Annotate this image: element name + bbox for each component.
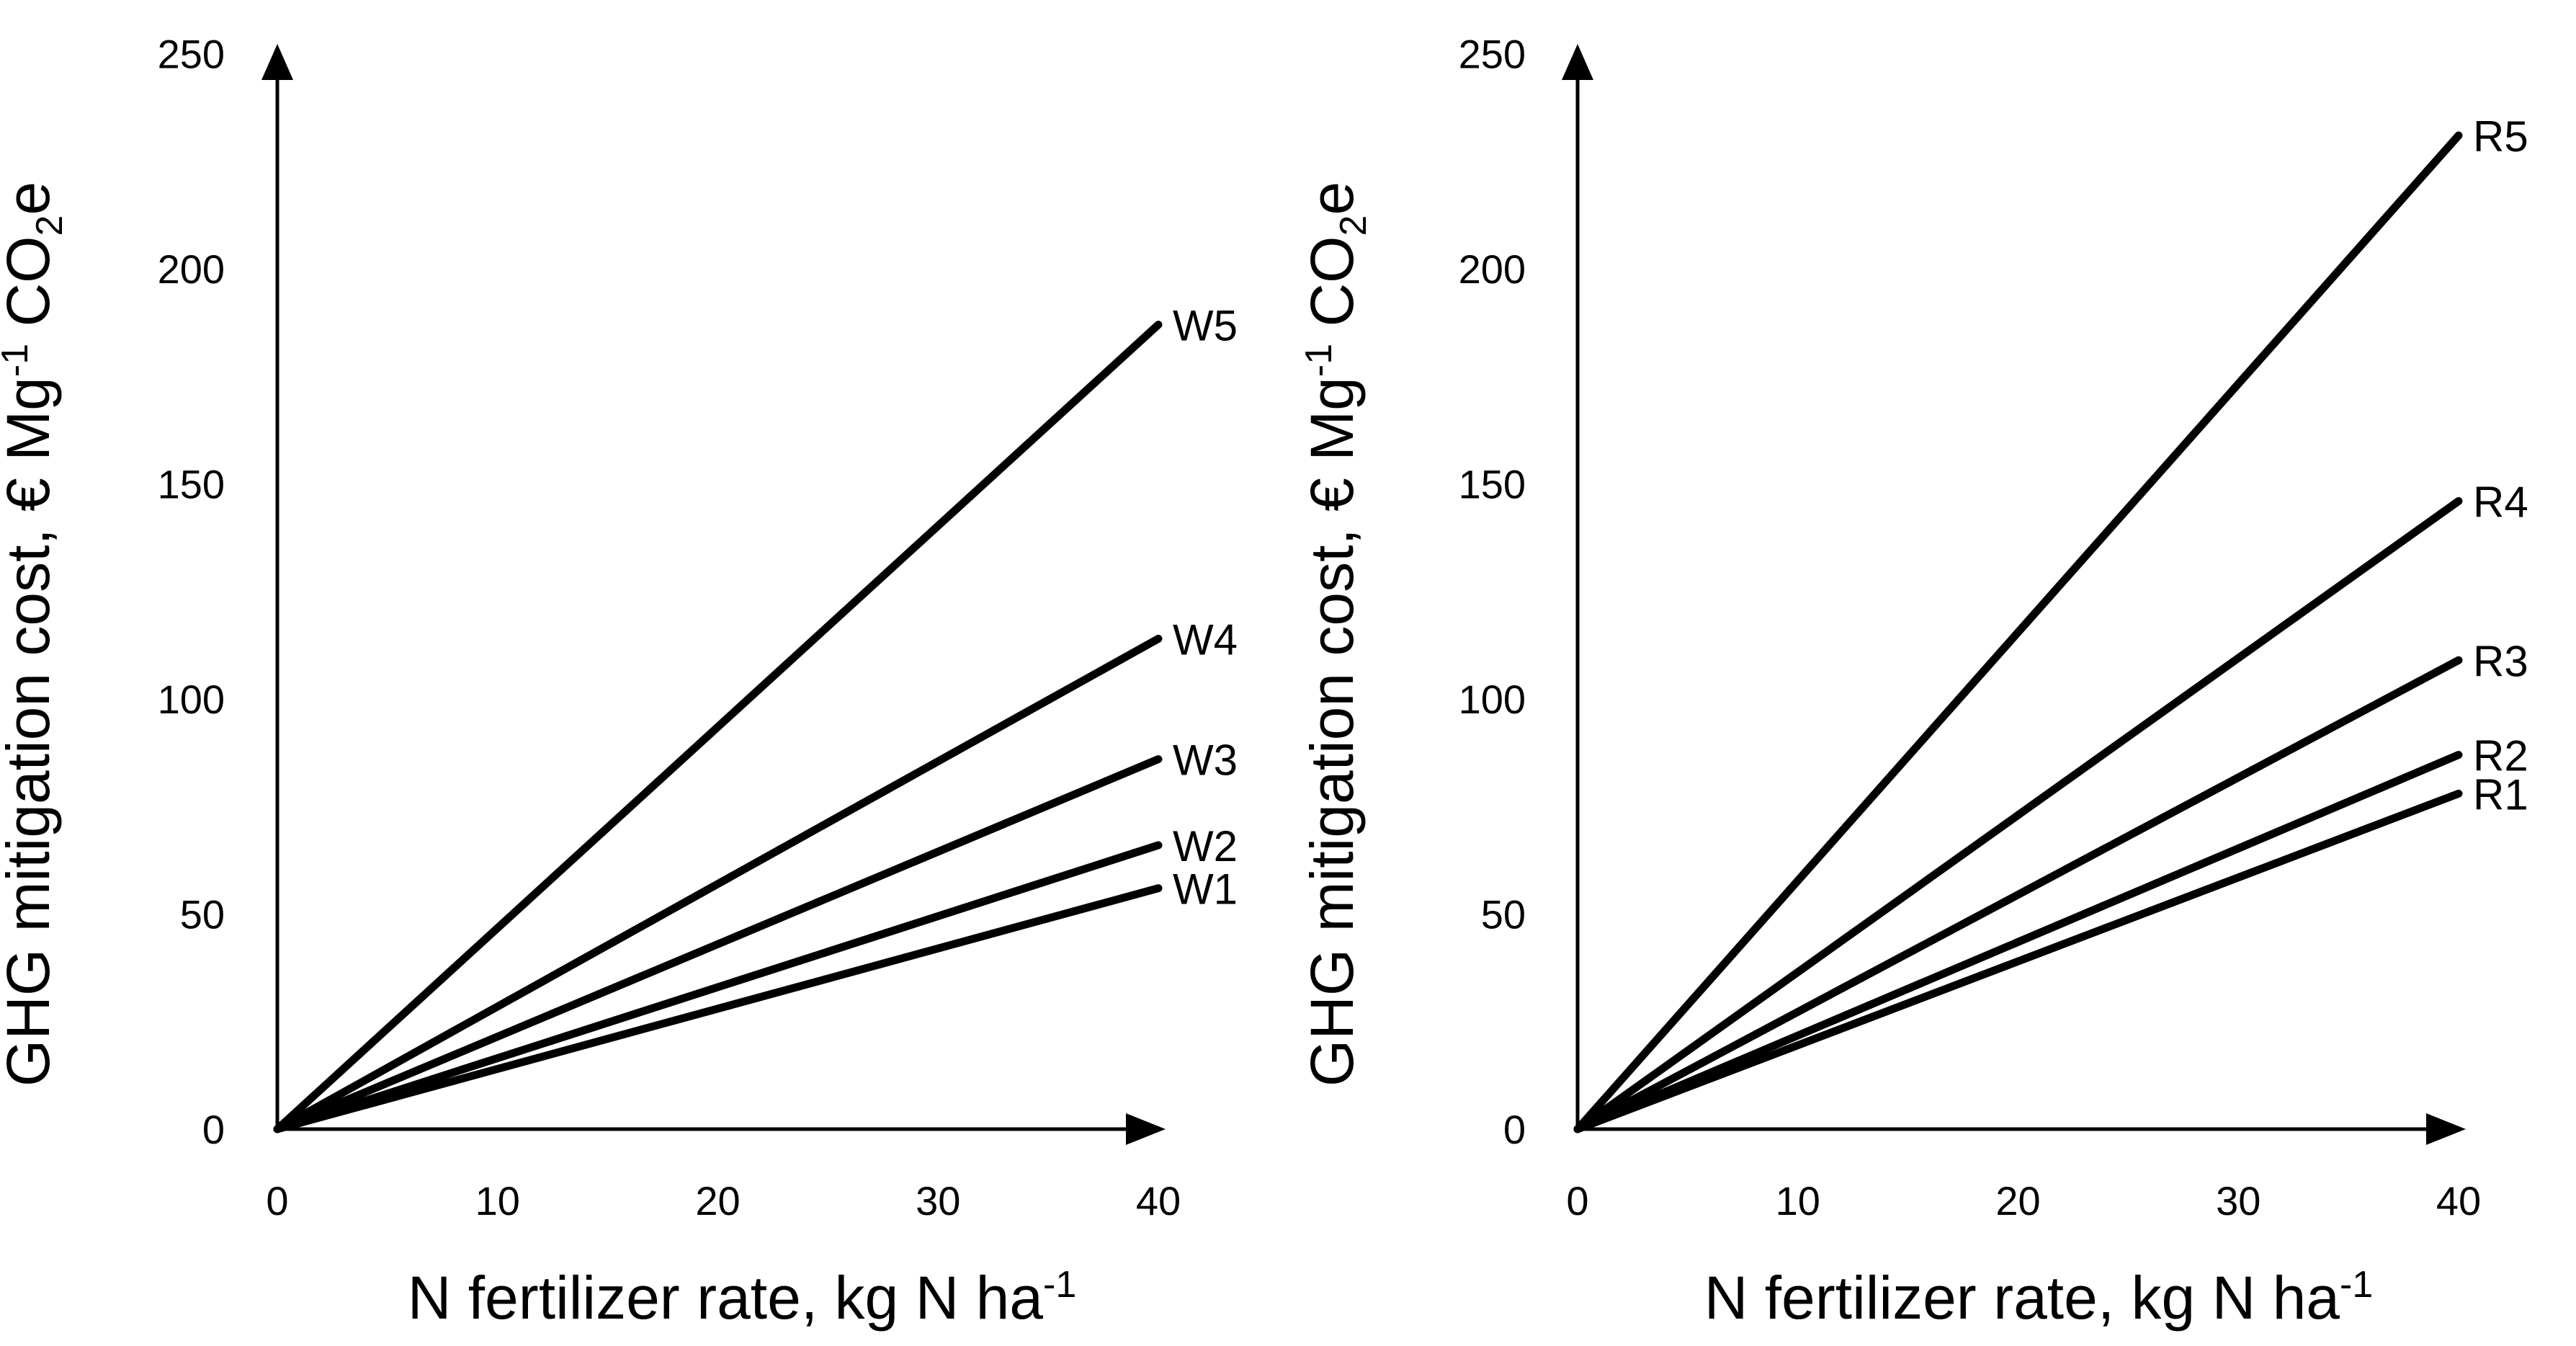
left-y-axis-title-sub: 2 bbox=[29, 215, 71, 236]
left-y-tick-label: 200 bbox=[158, 246, 225, 292]
right-x-axis-title-sup: -1 bbox=[2340, 1264, 2373, 1306]
right-series-label-r3: R3 bbox=[2473, 637, 2528, 685]
left-y-axis-title-co: CO bbox=[0, 236, 62, 344]
left-x-tick-label: 30 bbox=[916, 1178, 960, 1224]
right-x-tick-label: 10 bbox=[1776, 1178, 1820, 1224]
right-y-axis-title-end: e bbox=[1298, 182, 1366, 215]
left-y-axis-title-end: e bbox=[0, 182, 62, 215]
left-series-label-w2: W2 bbox=[1173, 822, 1238, 870]
right-y-tick-label: 50 bbox=[1481, 892, 1526, 937]
right-series-line-r3 bbox=[1573, 656, 2463, 1133]
right-y-axis-title-co: CO bbox=[1298, 236, 1366, 344]
left-y-tick-label: 50 bbox=[180, 892, 225, 937]
right-series-line-r5 bbox=[1573, 131, 2463, 1133]
left-x-axis-title-main: N fertilizer rate, kg N ha bbox=[408, 1264, 1044, 1332]
left-x-tick-label: 10 bbox=[475, 1178, 520, 1224]
left-y-tick-label: 250 bbox=[158, 32, 225, 77]
right-series-label-r1: R1 bbox=[2473, 770, 2528, 819]
left-series-label-w3: W3 bbox=[1173, 736, 1238, 785]
right-series-label-r4: R4 bbox=[2473, 478, 2528, 526]
left-x-tick-label: 40 bbox=[1136, 1178, 1181, 1224]
left-series-label-w5: W5 bbox=[1173, 302, 1238, 350]
left-series-line-w2 bbox=[273, 841, 1163, 1133]
left-series-line-w1 bbox=[273, 884, 1163, 1133]
left-x-axis-arrow bbox=[1126, 1113, 1166, 1145]
left-y-tick-label: 100 bbox=[158, 677, 225, 722]
left-x-tick-label: 20 bbox=[695, 1178, 740, 1224]
right-y-axis-title-main: GHG mitigation cost, € Mg bbox=[1298, 377, 1366, 1087]
right-y-axis-title-sub: 2 bbox=[1333, 215, 1374, 236]
left-y-tick-label: 150 bbox=[158, 462, 225, 507]
right-y-axis-title: GHG mitigation cost, € Mg-1 CO2e bbox=[1298, 182, 1374, 1087]
right-y-tick-label: 250 bbox=[1459, 32, 1526, 77]
left-series-line-w5 bbox=[273, 321, 1163, 1133]
left-y-tick-label: 0 bbox=[202, 1107, 225, 1152]
right-series-line-r2 bbox=[1573, 751, 2463, 1133]
left-series-line-w3 bbox=[273, 755, 1163, 1133]
left-y-axis-title-sup: -1 bbox=[0, 344, 36, 377]
right-y-tick-label: 200 bbox=[1459, 246, 1526, 292]
right-y-tick-label: 0 bbox=[1503, 1107, 1526, 1152]
right-series-line-r4 bbox=[1573, 496, 2463, 1133]
left-series-label-w4: W4 bbox=[1173, 615, 1238, 664]
left-series-line-w4 bbox=[273, 634, 1163, 1133]
right-x-tick-label: 40 bbox=[2436, 1178, 2481, 1224]
left-y-axis-title: GHG mitigation cost, € Mg-1 CO2e bbox=[0, 182, 71, 1087]
right-x-tick-label: 30 bbox=[2216, 1178, 2260, 1224]
left-x-axis-title: N fertilizer rate, kg N ha-1 bbox=[408, 1264, 1077, 1332]
right-y-axis-title-sup: -1 bbox=[1298, 344, 1340, 377]
left-y-axis-arrow bbox=[261, 44, 293, 80]
right-x-tick-label: 0 bbox=[1566, 1178, 1588, 1224]
left-x-axis-title-sup: -1 bbox=[1043, 1264, 1076, 1306]
right-x-axis-title-main: N fertilizer rate, kg N ha bbox=[1704, 1264, 2340, 1332]
left-x-tick-label: 0 bbox=[266, 1178, 288, 1224]
right-series-line-r1 bbox=[1573, 789, 2463, 1133]
right-x-tick-label: 20 bbox=[1995, 1178, 2040, 1224]
left-series-label-w1: W1 bbox=[1173, 865, 1238, 914]
right-y-axis-arrow bbox=[1562, 44, 1593, 80]
left-y-axis-title-main: GHG mitigation cost, € Mg bbox=[0, 377, 62, 1087]
right-y-tick-label: 100 bbox=[1459, 677, 1526, 722]
right-x-axis-title: N fertilizer rate, kg N ha-1 bbox=[1704, 1264, 2374, 1332]
right-series-label-r5: R5 bbox=[2473, 112, 2528, 161]
right-y-tick-label: 150 bbox=[1459, 462, 1526, 507]
right-series-label-r2: R2 bbox=[2473, 732, 2528, 780]
right-x-axis-arrow bbox=[2426, 1113, 2466, 1145]
